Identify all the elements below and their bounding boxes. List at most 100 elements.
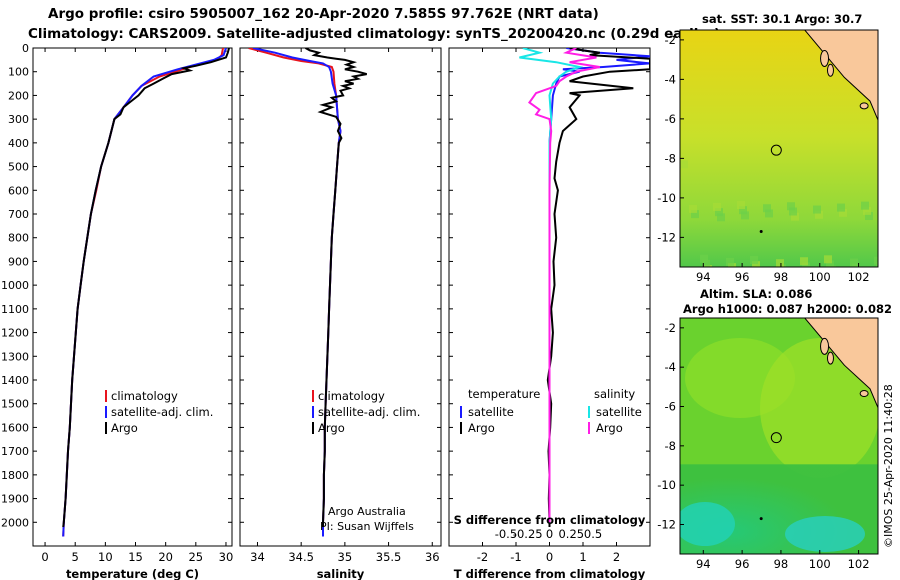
sst-patch	[750, 255, 758, 264]
sst-patch	[765, 209, 773, 218]
y-tick-label: 2000	[1, 516, 29, 529]
sst-patch	[813, 205, 821, 214]
x-axis-label-2: S difference from climatology	[454, 513, 646, 527]
y-tick-label: 800	[8, 232, 29, 245]
legend-title-temperature: temperature	[468, 387, 540, 401]
legend-marker	[460, 422, 462, 434]
legend-label: Argo	[596, 421, 623, 435]
sst-patch	[861, 201, 869, 210]
map-x-tick-label: 94	[696, 557, 711, 571]
x-tick-label: 30	[219, 550, 234, 564]
sst-patch	[689, 204, 697, 213]
float-marker	[770, 144, 782, 156]
x-axis-label: salinity	[317, 567, 365, 580]
island	[859, 102, 869, 110]
map-y-tick-label: -8	[665, 439, 676, 453]
sst-patch	[726, 257, 734, 266]
sst-patch	[754, 266, 762, 267]
legend-marker	[588, 422, 590, 434]
sst-patch	[874, 256, 878, 265]
y-tick-label: 100	[8, 66, 29, 79]
x-tick-label: -2	[477, 550, 488, 564]
y-tick-label: 1300	[1, 350, 29, 363]
legend-label: satellite	[468, 405, 514, 419]
map-y-tick-label: -2	[665, 321, 676, 335]
x-tick-label: -1	[510, 550, 521, 564]
y-tick-label: 1200	[1, 327, 29, 340]
legend-marker	[312, 406, 314, 418]
sst-patch	[865, 212, 873, 221]
sst-map-title: sat. SST: 30.1 Argo: 30.7	[702, 12, 863, 26]
annotation-pi: PI: Susan Wijffels	[320, 520, 414, 533]
sst-patch	[691, 210, 699, 219]
x-tick-label: 1	[579, 550, 586, 564]
map-frame	[679, 317, 879, 555]
island	[826, 63, 834, 77]
map-x-tick-label: 96	[735, 557, 750, 571]
y-tick-label: 1400	[1, 374, 29, 387]
y-tick-label: 300	[8, 113, 29, 126]
legend-label: satellite-adj. clim.	[318, 405, 420, 419]
y-tick-label: 400	[8, 137, 29, 150]
x-axis-label: T difference from climatology	[454, 567, 646, 580]
map-field-sla_map	[680, 318, 878, 554]
island-dot	[759, 517, 763, 521]
x-tick-label: 35	[338, 550, 353, 564]
sst-patch	[800, 257, 808, 266]
series-group	[62, 48, 230, 537]
map-y-tick-label: -2	[665, 33, 676, 47]
title-line-2: Climatology: CARS2009. Satellite-adjuste…	[28, 26, 721, 42]
map-x-tick-label: 98	[774, 557, 789, 571]
sst-patch	[713, 202, 721, 211]
sst-patch	[776, 259, 784, 267]
map-y-tick-label: -8	[665, 151, 676, 165]
float-marker	[770, 432, 782, 444]
x-tick-label: 36	[425, 550, 440, 564]
map-x-tick-label: 102	[848, 270, 870, 284]
s-tick-label: 0.25	[558, 527, 584, 541]
map-x-tick-label: 98	[774, 270, 789, 284]
sst-patch	[815, 210, 823, 219]
panel-frame-temperature	[32, 47, 233, 547]
map-x-tick-label: 102	[848, 557, 870, 571]
y-tick-label: 1800	[1, 469, 29, 482]
title-line-1: Argo profile: csiro 5905007_162 20-Apr-2…	[48, 6, 599, 22]
sst-patch	[837, 203, 845, 212]
credit-text: ©IMOS 25-Apr-2020 11:40:28	[882, 384, 895, 548]
panel-salinity: 34 34.5 35 35.5 36 salinity climatology satelli…	[239, 47, 442, 580]
map-field-sst_map	[680, 30, 878, 267]
series-group	[248, 48, 367, 537]
y-tick-label: 1900	[1, 493, 29, 506]
y-tick-label: 700	[8, 208, 29, 221]
sst-patch	[763, 204, 771, 213]
map-y-tick-label: -10	[657, 191, 676, 205]
map-y-tick-label: -4	[665, 72, 676, 86]
legend-marker	[312, 390, 314, 402]
series-group	[519, 48, 650, 527]
map-sla_map: 94 96 98 100 102 -2 -4 -6 -8 -10 -12	[657, 317, 879, 571]
series-line-argo	[62, 48, 230, 528]
sst-patch	[741, 211, 749, 220]
island	[859, 390, 869, 398]
sst-patch	[787, 202, 795, 211]
legend-label: Argo	[318, 421, 345, 435]
series-line-t-argo	[546, 48, 650, 527]
sla-cyan-blob	[785, 516, 865, 552]
sst-patch	[839, 208, 847, 217]
map-x-tick-label: 100	[809, 270, 831, 284]
legend-label: Argo	[111, 421, 138, 435]
island-dot	[759, 229, 763, 233]
legend-marker	[105, 406, 107, 418]
legend-label: satellite	[596, 405, 642, 419]
legend-label: climatology	[111, 389, 178, 403]
sla-cyan-blob	[680, 502, 735, 546]
sst-patch	[717, 213, 725, 222]
sst-patch	[824, 255, 832, 264]
x-tick-label: 20	[158, 550, 173, 564]
y-tick-label: 1600	[1, 421, 29, 434]
legend-label: satellite-adj. clim.	[111, 405, 213, 419]
map-y-tick-label: -10	[657, 478, 676, 492]
s-tick-label: 0.5	[584, 527, 602, 541]
y-tick-label: 1100	[1, 303, 29, 316]
